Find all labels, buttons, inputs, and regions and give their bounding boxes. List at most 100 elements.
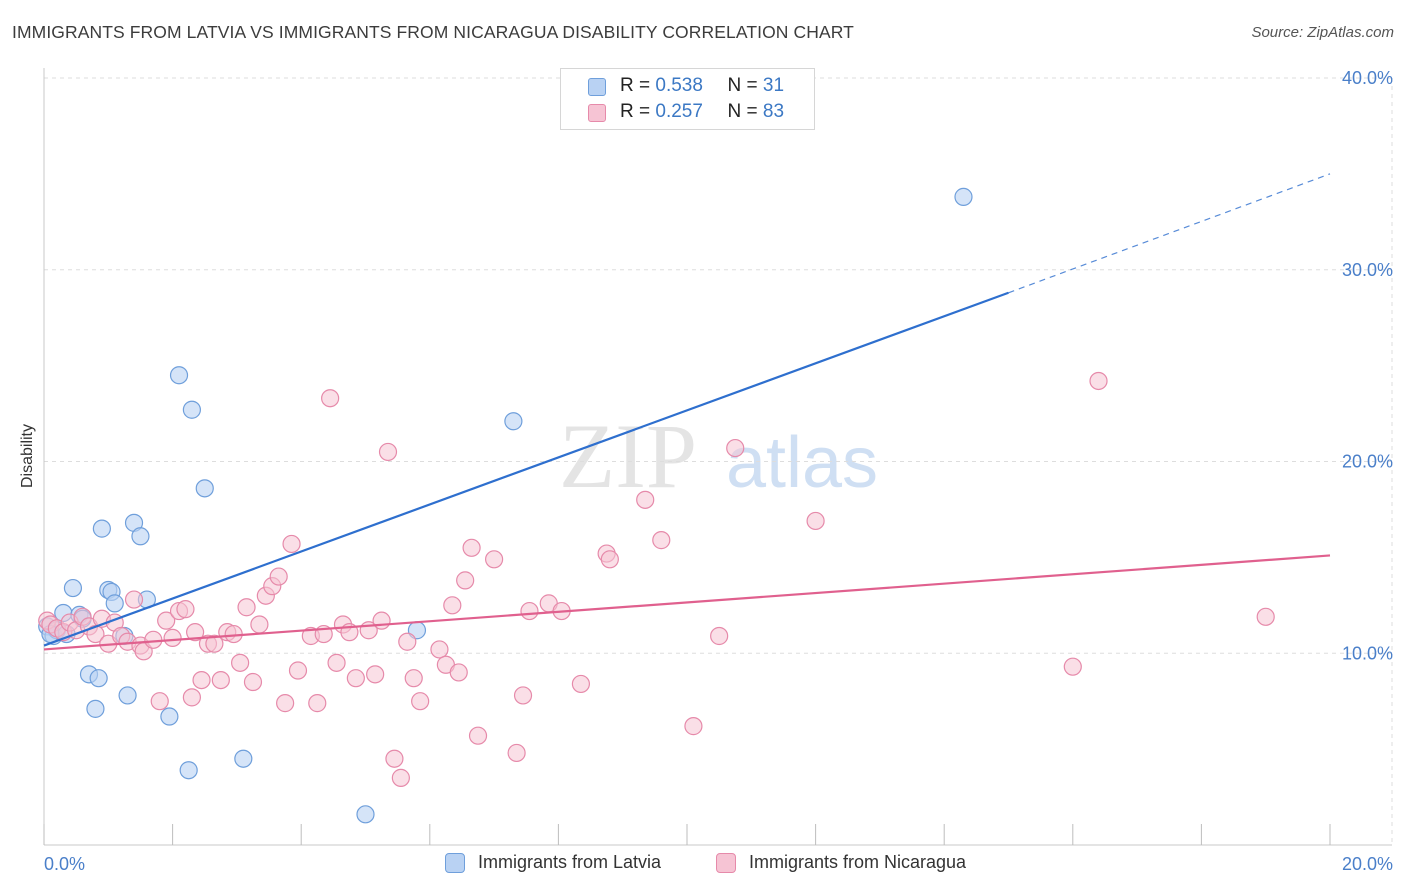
point-nicaragua [163,628,182,648]
point-nicaragua [684,717,703,736]
point-nicaragua [372,611,391,630]
point-latvia [356,805,375,824]
n-value-latvia: 31 [762,75,785,96]
point-nicaragua [513,686,533,705]
point-nicaragua [250,615,269,634]
point-nicaragua [571,674,591,694]
point-nicaragua [282,534,301,554]
point-nicaragua [144,630,163,649]
point-nicaragua [327,653,346,672]
point-latvia [234,749,253,768]
stats-box: R = 0.538 N = 31 R = 0.257 N = 83 [560,68,815,130]
r-value-latvia: 0.538 [655,75,703,96]
trend-lines [43,173,1331,651]
point-nicaragua [507,743,526,763]
point-latvia [89,669,108,688]
point-nicaragua [192,670,211,690]
point-latvia [92,519,111,538]
point-nicaragua [1063,657,1082,676]
point-latvia [160,707,179,726]
stats-swatch-latvia [588,78,606,96]
point-nicaragua [157,611,176,630]
point-nicaragua [398,632,417,651]
r-label: R = [620,101,651,122]
point-nicaragua [806,511,825,531]
point-nicaragua [520,601,539,621]
point-nicaragua [600,550,619,569]
x-tick-label: 20.0% [1342,854,1393,874]
series-nicaragua [38,371,1275,787]
point-latvia [179,761,198,780]
point-nicaragua [468,726,488,745]
point-latvia [118,686,137,705]
point-nicaragua [485,550,504,569]
axes [43,68,1392,846]
watermark: ZIP atlas [559,405,878,507]
point-nicaragua [366,665,385,684]
point-nicaragua [1256,607,1275,626]
point-nicaragua [176,600,195,619]
point-nicaragua [186,623,205,642]
point-latvia [63,578,83,598]
y-tick-label: 20.0% [1342,452,1393,472]
point-nicaragua [237,598,256,617]
legend-swatch-latvia [445,853,465,873]
point-nicaragua [652,531,671,550]
watermark-atlas: atlas [726,423,878,503]
source-label: Source: ZipAtlas.com [1251,24,1394,41]
point-latvia [86,699,105,718]
point-nicaragua [308,694,327,713]
point-nicaragua [385,749,404,768]
point-nicaragua [449,663,468,682]
point-latvia [182,400,201,419]
stats-text-latvia: R = 0.538 N = 31 [620,75,784,97]
point-nicaragua [86,624,105,644]
tick-labels: 10.0% 20.0% 30.0% 40.0% 0.0% 20.0% [44,68,1393,874]
y-tick-label: 10.0% [1342,643,1393,663]
chart-title: IMMIGRANTS FROM LATVIA VS IMMIGRANTS FRO… [12,22,854,42]
point-latvia [169,366,189,385]
point-nicaragua [378,442,398,462]
legend-label-nicaragua: Immigrants from Nicaragua [749,852,967,872]
stats-swatch-nicaragua [588,104,606,122]
legend-swatch-nicaragua [716,853,736,873]
point-latvia [131,527,150,546]
point-nicaragua [636,490,655,509]
point-nicaragua [269,567,288,586]
point-latvia [195,479,214,498]
point-nicaragua [150,692,169,711]
point-nicaragua [391,768,410,787]
grid-lines [44,77,1393,845]
point-latvia [504,412,523,431]
point-nicaragua [182,688,201,707]
point-nicaragua [276,694,295,713]
point-nicaragua [1089,371,1108,391]
point-nicaragua [124,590,144,609]
point-latvia [105,594,124,613]
y-tick-label: 40.0% [1342,68,1393,88]
point-nicaragua [443,596,462,615]
point-nicaragua [211,670,230,690]
point-nicaragua [288,661,308,680]
watermark-zip: ZIP [559,405,697,507]
point-nicaragua [430,640,449,659]
r-label: R = [620,75,651,96]
n-label: N = [727,75,758,96]
point-nicaragua [205,634,224,653]
n-value-nicaragua: 83 [762,101,785,122]
point-nicaragua [346,669,365,688]
point-nicaragua [726,438,745,458]
trend-line-latvia [43,291,1009,647]
x-tick-label: 0.0% [44,854,85,874]
r-value-nicaragua: 0.257 [655,101,703,122]
point-nicaragua [456,571,475,590]
trend-line-nicaragua [43,554,1331,651]
point-nicaragua [710,626,729,646]
point-nicaragua [462,538,481,557]
point-nicaragua [321,389,340,408]
point-nicaragua [411,692,430,711]
n-label: N = [727,101,758,122]
point-nicaragua [243,672,263,692]
point-latvia [954,187,973,206]
